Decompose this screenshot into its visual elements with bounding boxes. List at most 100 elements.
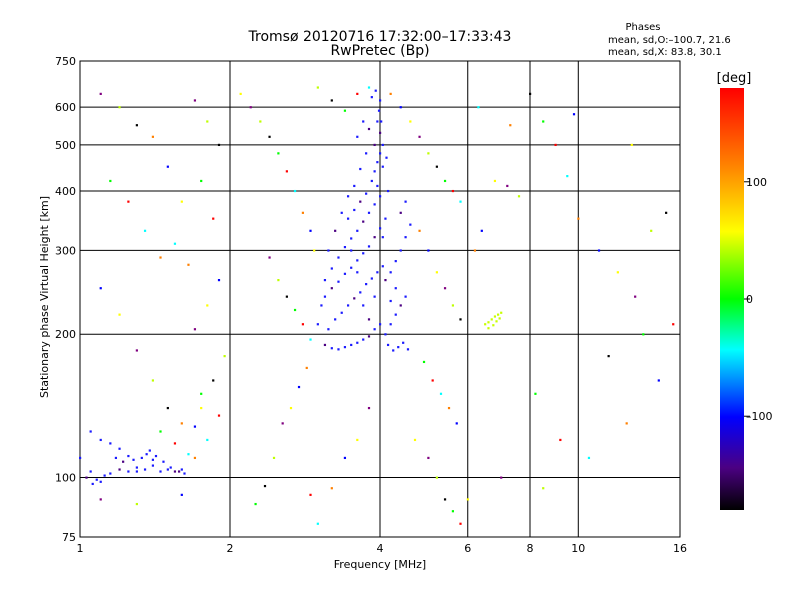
data-point bbox=[431, 379, 434, 382]
data-point bbox=[385, 156, 388, 159]
data-point bbox=[451, 510, 455, 513]
data-point bbox=[443, 287, 447, 290]
data-point bbox=[466, 498, 469, 501]
data-point bbox=[200, 406, 203, 410]
data-point bbox=[212, 379, 215, 382]
data-point bbox=[367, 211, 371, 214]
data-point bbox=[404, 236, 407, 239]
data-point bbox=[386, 343, 390, 347]
data-point bbox=[634, 295, 637, 298]
data-point bbox=[340, 211, 343, 214]
data-point bbox=[359, 167, 362, 171]
data-point bbox=[95, 478, 98, 481]
data-point bbox=[356, 92, 359, 95]
data-point bbox=[330, 287, 333, 290]
data-point bbox=[367, 335, 371, 338]
data-point bbox=[212, 217, 215, 220]
data-point bbox=[173, 470, 177, 473]
data-point bbox=[334, 318, 337, 321]
data-point bbox=[350, 266, 353, 269]
data-point bbox=[427, 456, 430, 460]
data-point bbox=[498, 317, 501, 320]
data-point bbox=[356, 135, 359, 138]
chart-title: Tromsø 20120716 17:32:00–17:33:43 bbox=[248, 29, 512, 45]
data-point bbox=[380, 120, 383, 123]
data-point bbox=[404, 200, 407, 203]
data-point bbox=[350, 343, 353, 347]
data-point bbox=[159, 256, 162, 259]
data-point bbox=[459, 318, 462, 321]
data-point bbox=[359, 200, 362, 203]
y-tick-label: 600 bbox=[55, 101, 76, 114]
data-point bbox=[500, 311, 503, 314]
data-point bbox=[148, 449, 151, 452]
data-point bbox=[285, 170, 288, 173]
data-point bbox=[206, 120, 209, 123]
data-point bbox=[145, 453, 148, 456]
data-point bbox=[418, 135, 421, 138]
data-point bbox=[487, 321, 490, 324]
colorbar-gradient bbox=[720, 88, 744, 510]
data-point bbox=[223, 355, 226, 358]
data-point bbox=[386, 189, 390, 193]
data-point bbox=[409, 223, 412, 226]
data-point bbox=[399, 249, 402, 252]
data-point bbox=[373, 170, 376, 173]
data-point bbox=[166, 468, 169, 471]
colorbar-tick-label: 100 bbox=[746, 176, 767, 189]
data-point bbox=[381, 143, 384, 147]
data-point bbox=[362, 304, 365, 307]
data-point bbox=[99, 498, 102, 501]
data-point bbox=[166, 406, 169, 410]
data-point bbox=[459, 200, 462, 203]
colorbar-tick-label: –100 bbox=[746, 410, 773, 423]
data-point bbox=[293, 189, 297, 193]
data-point bbox=[356, 438, 359, 442]
data-point bbox=[346, 217, 350, 220]
data-point bbox=[122, 460, 125, 463]
data-point bbox=[367, 318, 371, 321]
data-point bbox=[187, 453, 190, 456]
data-point bbox=[193, 456, 197, 460]
data-point bbox=[413, 438, 417, 442]
data-point bbox=[330, 347, 333, 350]
data-point bbox=[377, 109, 381, 112]
stats-o: mean, sd,O:–100.7, 21.6 bbox=[608, 35, 731, 46]
data-point bbox=[384, 279, 387, 282]
data-point bbox=[330, 267, 333, 270]
data-point bbox=[249, 106, 252, 109]
data-point bbox=[259, 120, 262, 123]
data-point bbox=[367, 245, 371, 248]
data-point bbox=[327, 328, 330, 331]
data-point bbox=[169, 466, 172, 469]
data-point bbox=[343, 246, 347, 249]
data-point bbox=[180, 493, 183, 496]
data-point bbox=[346, 195, 350, 198]
data-point bbox=[340, 311, 343, 314]
data-point bbox=[534, 392, 537, 395]
grid-layer bbox=[80, 61, 680, 537]
data-point bbox=[559, 438, 562, 442]
data-point bbox=[495, 320, 498, 323]
data-point bbox=[370, 96, 373, 99]
data-point bbox=[118, 468, 121, 471]
data-point bbox=[384, 333, 387, 336]
data-point bbox=[397, 346, 400, 349]
data-point bbox=[554, 143, 557, 147]
data-point bbox=[162, 460, 165, 463]
data-point bbox=[473, 249, 477, 252]
y-tick-label: 750 bbox=[55, 55, 76, 68]
data-point bbox=[477, 106, 480, 109]
data-point bbox=[206, 438, 209, 442]
data-point bbox=[435, 476, 438, 479]
data-point bbox=[484, 323, 487, 326]
y-tick-label: 500 bbox=[55, 139, 76, 152]
data-point bbox=[135, 349, 138, 352]
data-point bbox=[379, 195, 382, 198]
data-point bbox=[268, 256, 271, 259]
data-point bbox=[239, 92, 242, 95]
data-point bbox=[277, 279, 280, 282]
data-point bbox=[373, 236, 376, 239]
data-point bbox=[672, 323, 675, 326]
